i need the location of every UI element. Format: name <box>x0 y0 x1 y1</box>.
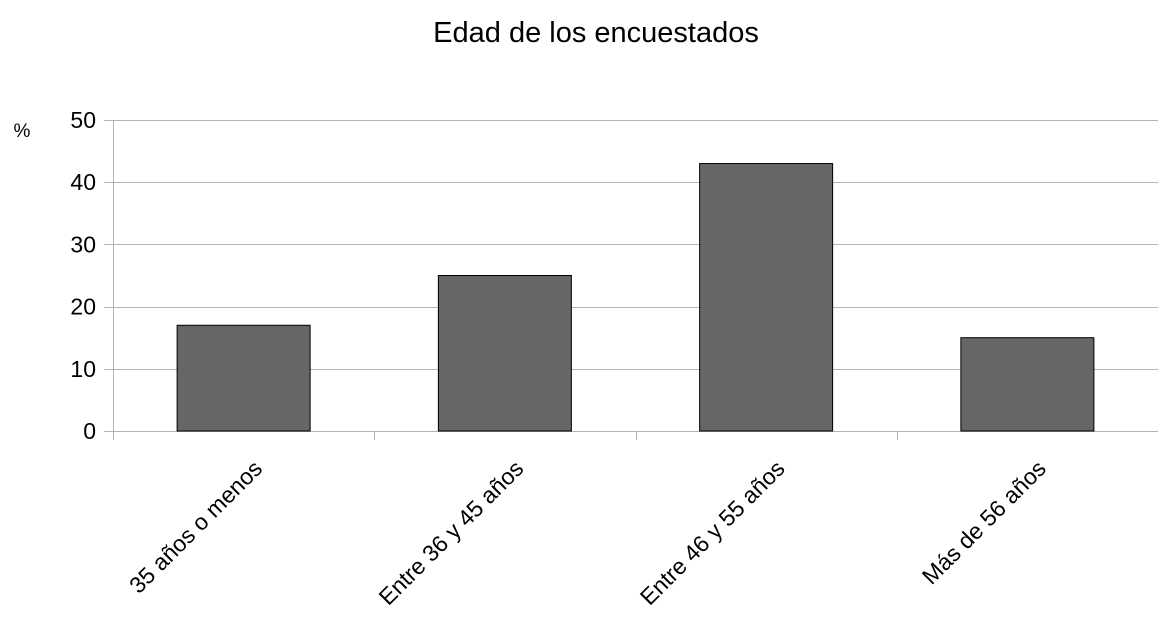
bar <box>700 164 833 431</box>
bar <box>961 338 1094 431</box>
x-tick-label: 35 años o menos <box>124 455 267 598</box>
y-axis-unit-label: % <box>14 121 31 142</box>
bar <box>177 325 310 431</box>
x-tick-labels: 35 años o menos Entre 36 y 45 años Entre 4… <box>124 455 1051 610</box>
bars <box>177 164 1094 431</box>
y-tick-label: 40 <box>70 169 96 195</box>
bar <box>438 276 571 432</box>
x-tick-label: Entre 46 y 55 años <box>635 455 790 610</box>
x-tick-label: Entre 36 y 45 años <box>373 455 528 610</box>
y-tick-label: 10 <box>70 356 96 382</box>
y-tick-labels: 0 10 20 30 40 50 <box>70 107 96 444</box>
y-tick-label: 20 <box>70 294 96 320</box>
y-tick-label: 30 <box>70 231 96 257</box>
chart-title: Edad de los encuestados <box>433 17 759 49</box>
x-tick-label: Más de 56 años <box>917 455 1051 589</box>
y-tick-label: 50 <box>70 107 96 133</box>
y-tick-label: 0 <box>83 418 96 444</box>
